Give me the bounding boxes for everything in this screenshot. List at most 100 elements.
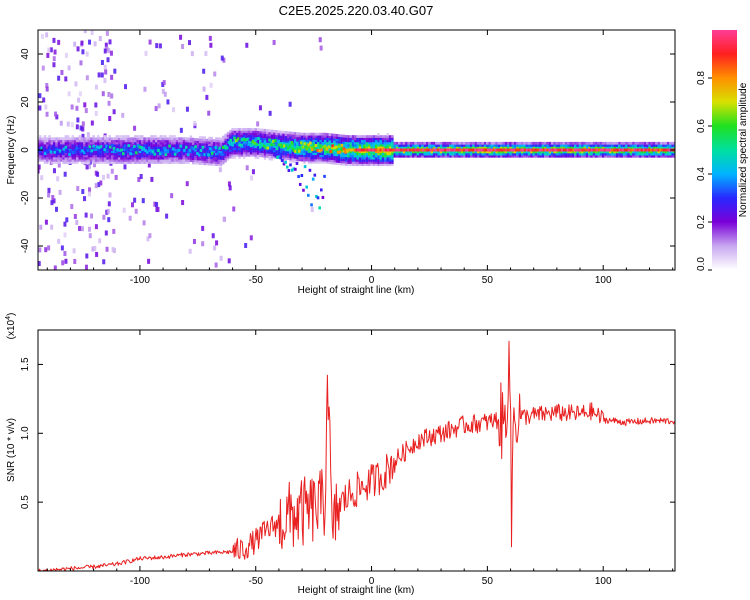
spectrogram-cell — [205, 138, 209, 142]
spectrogram-cell — [168, 154, 172, 158]
spectrogram-cell — [290, 168, 294, 172]
spectrogram-cell — [171, 147, 175, 151]
spectrogram-cell — [205, 160, 209, 164]
spectrogram-cell — [198, 136, 202, 139]
spectrogram-cell — [186, 153, 190, 157]
spectrogram-cell — [71, 139, 74, 143]
spectrogram-cell — [76, 141, 79, 145]
spectrogram-cell — [190, 146, 194, 150]
spectrogram-cell — [527, 144, 531, 147]
spectrogram-cell — [337, 155, 341, 159]
spectrogram-cell — [296, 150, 299, 154]
spectrogram-cell — [124, 150, 128, 154]
spectrogram-cell — [84, 108, 88, 114]
spectrogram-cell — [123, 144, 127, 148]
spectrogram-cell — [231, 127, 234, 131]
spectrogram-cell — [260, 143, 264, 147]
spectrogram-cell — [143, 137, 146, 141]
spectrogram-cell — [398, 146, 401, 149]
spectrogram-cell — [282, 141, 285, 145]
spectrogram-cell — [75, 124, 79, 130]
spectrogram-cell — [414, 154, 417, 158]
spectrogram-cell — [541, 152, 545, 156]
spectrogram-cell — [245, 127, 248, 131]
spectrogram-cell — [73, 139, 77, 143]
spectrogram-cell — [308, 168, 312, 172]
spectrogram-cell — [73, 158, 77, 162]
spectrogram-cell — [604, 152, 607, 156]
spectrogram-cell — [112, 147, 116, 151]
spectrogram-cell — [55, 141, 58, 145]
spectrogram-cell — [52, 168, 56, 174]
spectrogram-cell — [103, 135, 107, 138]
spectrogram-cell — [370, 137, 373, 141]
spectrogram-cell — [490, 146, 494, 149]
spectrogram-cell — [245, 143, 248, 146]
spectrogram-cell — [479, 154, 482, 158]
spectrogram-cell — [462, 148, 466, 152]
spectrogram-cell — [458, 141, 461, 145]
spectrogram-cell — [326, 154, 329, 158]
spectrogram-cell — [201, 151, 204, 155]
spectrogram-cell — [217, 139, 220, 143]
spectrogram-cell — [449, 146, 452, 149]
spectrogram-cell — [432, 154, 436, 158]
spectrogram-cell — [182, 161, 186, 164]
spectrogram-cell — [291, 136, 294, 139]
spectrogram-cell — [194, 142, 197, 146]
spectrogram-cell — [423, 146, 427, 149]
spectrogram-cell — [303, 156, 306, 160]
spectrogram-cell — [55, 158, 58, 162]
spectrogram-cell — [286, 152, 290, 156]
spectrogram-cell — [76, 161, 79, 164]
spectrogram-cell — [312, 150, 315, 153]
spectrogram-cell — [127, 137, 130, 141]
spectrogram-cell — [386, 156, 389, 160]
spectrogram-cell — [277, 151, 281, 155]
spectrogram-cell — [55, 161, 58, 164]
spectrogram-cell — [210, 154, 213, 157]
spectrogram-cell — [458, 146, 461, 149]
spectrogram-cell — [50, 158, 54, 162]
spectrogram-cell — [601, 146, 605, 149]
spectrogram-cell — [145, 156, 149, 160]
spectrogram-cell — [398, 148, 401, 152]
spectrogram-cell — [48, 143, 51, 147]
spectrogram-cell — [280, 141, 283, 145]
spectrogram-cell — [388, 158, 392, 162]
spectrogram-cell — [412, 141, 415, 145]
spectrogram-cell — [229, 140, 232, 144]
spectrogram-cell — [94, 110, 98, 116]
spectrogram-cell — [358, 150, 362, 154]
spectrogram-cell — [289, 146, 292, 150]
spectrogram-cell — [51, 145, 55, 149]
spectrogram-cell — [46, 145, 49, 149]
spectrogram-cell — [455, 148, 459, 152]
spectrogram-cell — [115, 152, 118, 156]
spectrogram-cell — [155, 202, 159, 208]
spectrogram-cell — [178, 152, 181, 156]
spectrogram-cell — [152, 135, 156, 138]
spectrogram-cell — [564, 141, 568, 145]
spectrogram-cell — [129, 145, 132, 149]
spectrogram-cell — [90, 213, 94, 219]
spectrogram-cell — [127, 161, 130, 164]
spectrogram-cell — [490, 141, 494, 145]
spectrogram-cell — [280, 154, 283, 158]
spectrogram-cell — [103, 148, 107, 152]
spectrogram-cell — [187, 156, 190, 160]
spectrogram-cell — [229, 136, 232, 140]
spectrogram-cell — [83, 158, 86, 162]
spectrogram-cell — [46, 158, 49, 162]
spectrogram-cell — [327, 145, 331, 149]
spectrogram-cell — [208, 138, 211, 142]
spectrogram-cell — [666, 154, 670, 158]
spectrogram-cell — [256, 134, 260, 138]
spectrogram-cell — [110, 156, 114, 160]
spectrogram-cell — [442, 148, 446, 152]
spectrogram-cell — [208, 151, 211, 155]
spectrogram-cell — [557, 144, 561, 147]
spectrogram-cell — [363, 156, 366, 160]
spectrogram-cell — [384, 145, 387, 149]
spectrogram-cell — [252, 147, 255, 151]
